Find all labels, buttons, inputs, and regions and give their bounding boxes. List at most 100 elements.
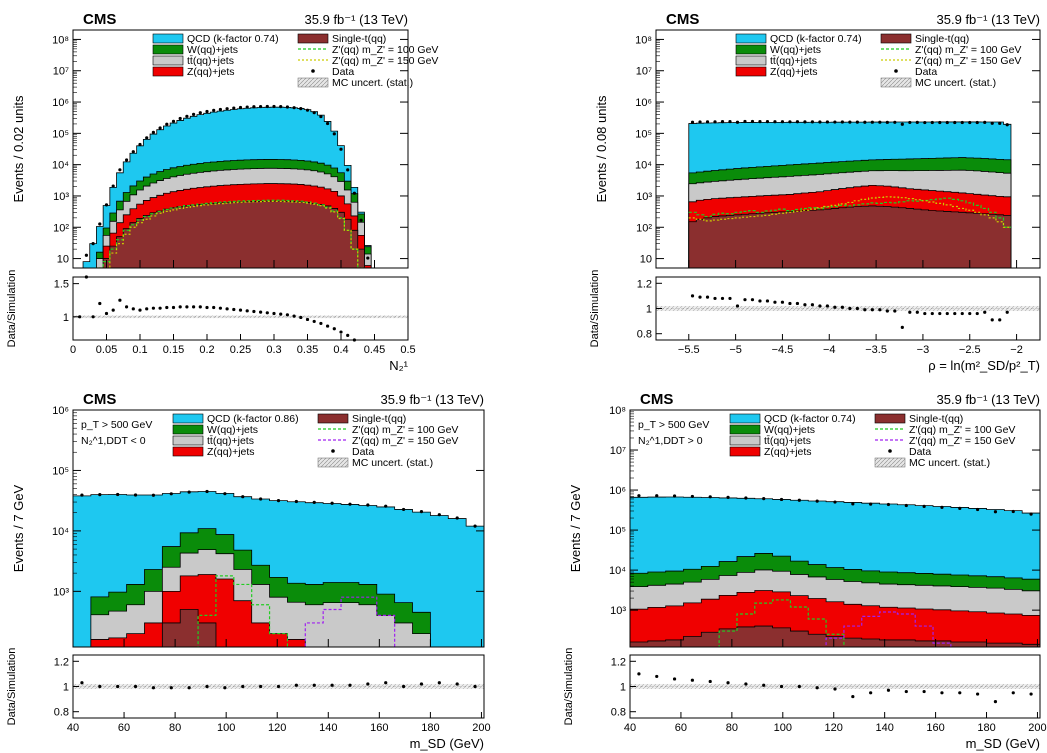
ratio-point	[437, 681, 441, 685]
cms-label: CMS	[666, 11, 699, 28]
data-point	[672, 494, 677, 498]
legend-swatch	[172, 435, 204, 446]
ratio-point	[198, 305, 202, 309]
ratio-point	[953, 311, 957, 316]
legend-swatch	[729, 446, 761, 457]
data-point	[352, 191, 356, 195]
ratio-point	[419, 682, 424, 686]
data-point	[272, 104, 276, 109]
ratio-point	[78, 315, 82, 319]
legend-swatch	[172, 413, 204, 424]
main-frame	[655, 29, 1041, 269]
legend-swatch	[152, 66, 184, 77]
data-point	[750, 119, 755, 124]
data-point	[869, 502, 873, 506]
ratio-point	[915, 310, 919, 314]
data-point	[205, 489, 209, 494]
ratio-point	[690, 678, 694, 682]
ratio-point	[743, 298, 747, 302]
ratio-point	[294, 683, 298, 687]
data-point	[803, 120, 807, 124]
legend-label: tt̄(qq)+jets	[207, 435, 254, 447]
data-point	[285, 105, 289, 109]
legend-swatch	[331, 449, 335, 453]
data-point	[241, 495, 245, 499]
legend-label: tt̄(qq)+jets	[764, 435, 811, 447]
data-point	[265, 104, 269, 109]
legend-label: Z'(qq) m_Z' = 150 GeV	[909, 435, 1015, 447]
ratio-point	[212, 305, 216, 310]
data-point	[975, 120, 979, 125]
data-point	[133, 493, 138, 497]
x-tick-label: 0.4	[333, 344, 348, 356]
ratio-point	[145, 307, 149, 311]
data-point	[886, 502, 891, 507]
data-point	[305, 108, 310, 112]
ratio-frame	[72, 276, 409, 341]
data-point	[205, 109, 209, 114]
ratio-point	[637, 672, 641, 676]
data-point	[225, 107, 229, 111]
ratio-point	[983, 310, 987, 314]
legend-label: tt̄(qq)+jets	[770, 55, 817, 67]
legend-label: QCD (k-factor 0.86)	[207, 413, 299, 425]
legend-label: W(qq)+jets	[770, 44, 821, 56]
ratio-point	[158, 306, 162, 310]
y-axis-label: Events / 7 GeV	[11, 484, 26, 572]
legend-label: tt̄(qq)+jets	[187, 55, 234, 67]
annotation: p_T > 500 GeV	[81, 419, 152, 431]
ratio-point	[863, 308, 867, 312]
ratio-point	[241, 684, 245, 689]
data-point	[743, 119, 747, 124]
data-point	[993, 510, 998, 514]
y-tick-label: 10³	[53, 191, 69, 203]
ratio-point	[169, 686, 173, 690]
ratio-point	[840, 305, 844, 309]
ratio-point	[259, 684, 263, 689]
data-point	[80, 493, 84, 497]
series-single-t-qq-	[688, 205, 1012, 268]
data-point	[990, 121, 994, 125]
legend-swatch	[317, 457, 349, 468]
legend-swatch	[894, 69, 898, 73]
data-point	[312, 500, 316, 505]
ratio-point	[886, 688, 891, 692]
x-tick-label: 160	[370, 722, 388, 734]
ratio-y-tick-label: 1.5	[54, 279, 69, 291]
data-point	[131, 150, 135, 154]
y-tick-label: 10⁷	[636, 66, 652, 78]
data-point	[908, 120, 912, 125]
x-tick-label: −5.5	[678, 344, 700, 356]
ratio-point	[779, 684, 784, 689]
legend: QCD (k-factor 0.86)W(qq)+jetstt̄(qq)+jet…	[172, 413, 458, 469]
ratio-point	[285, 313, 289, 317]
ratio-point	[870, 308, 874, 312]
y-tick-label: 10⁷	[610, 445, 626, 457]
x-tick-label: 0.35	[297, 344, 318, 356]
ratio-point	[833, 687, 837, 691]
data-point	[655, 494, 659, 498]
data-point	[698, 120, 702, 124]
data-point	[151, 493, 156, 497]
data-point	[840, 120, 844, 124]
ratio-point	[171, 305, 176, 310]
ratio-point	[720, 296, 725, 301]
data-point	[885, 120, 889, 124]
x-axis-label: m_SD (GeV)	[966, 736, 1040, 751]
ratio-point	[151, 686, 156, 690]
legend-label: Data	[332, 66, 354, 78]
data-point	[728, 119, 732, 124]
data-point	[279, 105, 283, 109]
ratio-axis-label: Data/Simulation	[563, 648, 575, 726]
legend-swatch	[152, 33, 184, 44]
legend-swatch	[735, 44, 767, 55]
ratio-point	[326, 324, 330, 328]
data-point	[98, 493, 102, 497]
ratio-point	[930, 311, 934, 316]
y-tick-label: 10⁶	[635, 97, 652, 109]
data-point	[953, 120, 957, 125]
ratio-point	[346, 333, 350, 337]
x-tick-label: −2	[1010, 344, 1023, 356]
ratio-y-tick-label: 1	[63, 682, 69, 694]
ratio-point	[205, 305, 209, 310]
